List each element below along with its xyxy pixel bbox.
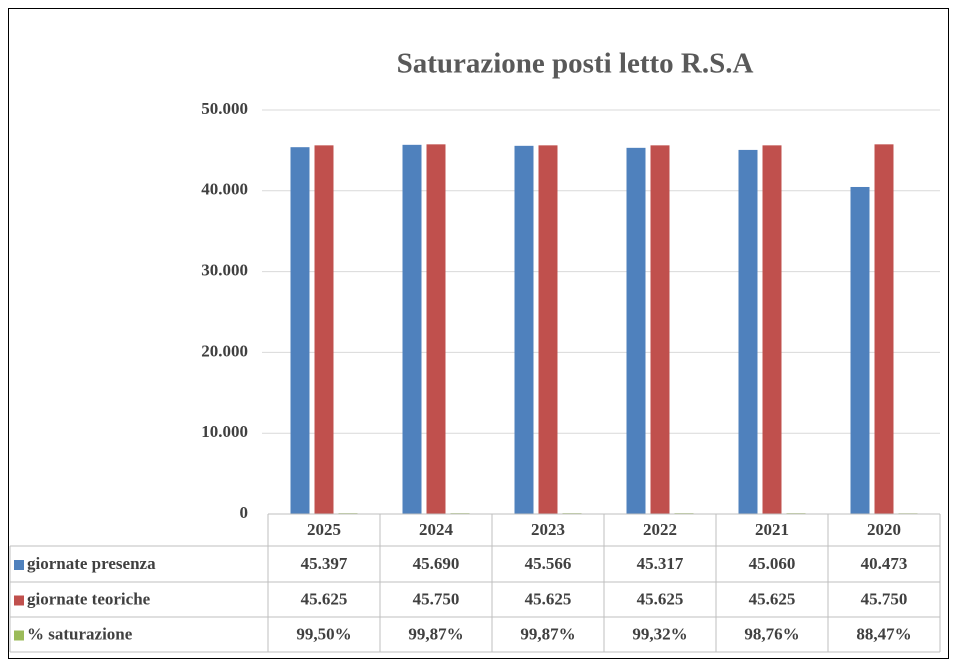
- table-cell: 45.750: [413, 589, 460, 608]
- x-tick-label: 2024: [419, 520, 454, 539]
- y-tick-label: 30.000: [201, 261, 248, 280]
- y-tick-label: 50.000: [201, 99, 248, 118]
- table-cell: 45.625: [637, 589, 684, 608]
- legend-label: % saturazione: [27, 624, 133, 643]
- bar: [874, 144, 894, 514]
- bar: [314, 145, 334, 514]
- table-cell: 88,47%: [856, 624, 911, 643]
- table-cell: 40.473: [861, 554, 908, 573]
- legend-key: [14, 560, 24, 570]
- bar: [426, 144, 446, 514]
- chart-frame: [8, 8, 949, 659]
- bar: [650, 145, 670, 514]
- bar: [850, 186, 870, 515]
- x-tick-label: 2025: [307, 520, 341, 539]
- table-cell: 45.625: [749, 589, 796, 608]
- x-tick-label: 2020: [867, 520, 901, 539]
- y-tick-label: 10.000: [201, 422, 248, 441]
- bar: [762, 145, 782, 514]
- y-tick-label: 0: [240, 503, 249, 522]
- bar: [290, 147, 310, 514]
- table-cell: 45.060: [749, 554, 796, 573]
- legend-key: [14, 595, 24, 606]
- bar: [538, 145, 558, 514]
- chart-title: Saturazione posti letto R.S.A: [397, 48, 754, 80]
- table-cell: 99,87%: [520, 624, 575, 643]
- table-cell: 45.690: [413, 554, 460, 573]
- legend-label: giornate presenza: [27, 554, 156, 573]
- x-tick-label: 2022: [643, 520, 677, 539]
- x-tick-label: 2021: [755, 520, 789, 539]
- bar: [402, 144, 422, 514]
- y-tick-label: 40.000: [201, 180, 248, 199]
- x-tick-label: 2023: [531, 520, 565, 539]
- table-cell: 45.625: [301, 589, 348, 608]
- table-cell: 45.566: [525, 554, 572, 573]
- legend-key: [14, 630, 24, 641]
- bar: [514, 145, 534, 514]
- table-cell: 99,32%: [632, 624, 687, 643]
- table-cell: 45.750: [861, 589, 908, 608]
- table-cell: 45.625: [525, 589, 572, 608]
- y-tick-label: 20.000: [201, 341, 248, 360]
- bar: [626, 147, 646, 515]
- table-cell: 45.317: [637, 554, 684, 573]
- bar: [738, 149, 758, 514]
- table-cell: 98,76%: [744, 624, 799, 643]
- table-cell: 99,50%: [296, 624, 351, 643]
- table-cell: 99,87%: [408, 624, 463, 643]
- table-cell: 45.397: [301, 554, 348, 573]
- legend-label: giornate teoriche: [27, 589, 151, 608]
